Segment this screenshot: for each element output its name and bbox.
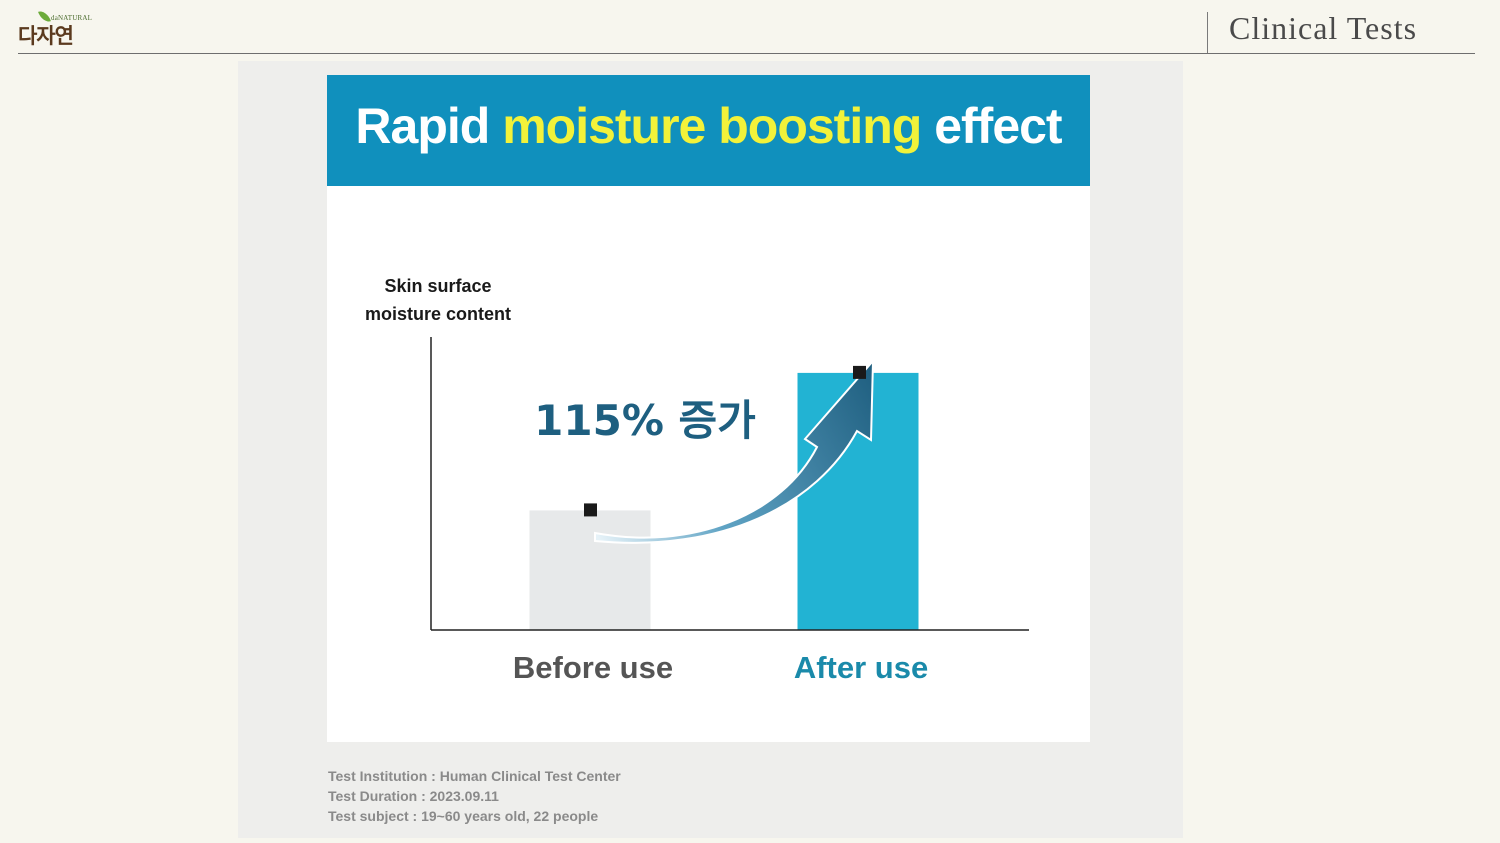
- footnote-institution: Test Institution : Human Clinical Test C…: [328, 768, 621, 784]
- increase-arrow-outline: [594, 358, 875, 544]
- increase-annotation: 115% 증가: [534, 396, 756, 445]
- page-title: Clinical Tests: [1229, 10, 1418, 46]
- footnote-subject: Test subject : 19~60 years old, 22 peopl…: [328, 808, 599, 824]
- marker-before-use: [584, 503, 597, 517]
- banner-title-part2: effect: [921, 98, 1062, 154]
- increase-arrow: [595, 361, 873, 543]
- footnote-duration: Test Duration : 2023.09.11: [328, 788, 499, 804]
- banner-title-highlight: moisture boosting: [502, 98, 922, 154]
- banner-title: Rapid moisture boosting effect: [327, 97, 1090, 155]
- test-footnotes: Test Institution : Human Clinical Test C…: [328, 766, 621, 826]
- category-label-before-use: Before use: [513, 650, 673, 685]
- y-axis-label-line1: Skin surface: [384, 276, 491, 296]
- y-axis-label-line2: moisture content: [365, 304, 511, 324]
- header-rule: [18, 53, 1475, 54]
- title-banner: Rapid moisture boosting effect: [327, 75, 1090, 186]
- logo-english-text: daNATURAL: [51, 14, 93, 22]
- chart-card: Rapid moisture boosting effect Skin surf…: [327, 75, 1090, 742]
- moisture-chart: Skin surface moisture content Before use…: [365, 276, 1029, 685]
- marker-after-use: [853, 365, 866, 379]
- banner-title-part1: Rapid: [355, 98, 503, 154]
- category-label-after-use: After use: [794, 650, 928, 685]
- bar-before-use: [529, 510, 651, 630]
- logo-korean-text: 다자연: [18, 24, 74, 48]
- brand-logo: daNATURAL 다자연: [18, 8, 98, 48]
- header-divider: [1207, 12, 1208, 53]
